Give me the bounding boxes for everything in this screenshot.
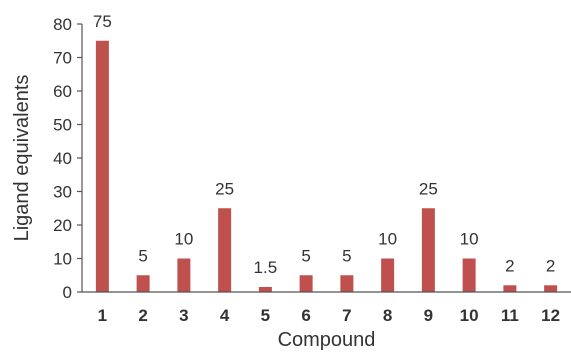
x-tick-label: 5 (261, 306, 270, 325)
data-label: 10 (460, 230, 479, 249)
data-labels: 75 5 10 25 1.5 5 5 10 25 10 2 2 (93, 12, 555, 277)
data-label: 10 (174, 230, 193, 249)
y-tick-label: 40 (53, 149, 72, 168)
bars (95, 40, 558, 292)
data-label: 2 (505, 256, 514, 275)
data-label: 75 (93, 12, 112, 31)
data-label: 1.5 (254, 258, 278, 277)
x-axis-label: Compound (278, 329, 376, 350)
y-tick-label: 0 (63, 283, 72, 302)
y-tick-label: 30 (53, 183, 72, 202)
bar (462, 258, 476, 292)
x-tick-label: 4 (220, 306, 230, 325)
x-tick-label: 9 (424, 306, 433, 325)
y-tick-label: 10 (53, 250, 72, 269)
bar (340, 275, 354, 292)
y-tick-label: 80 (53, 15, 72, 34)
bar (503, 285, 517, 292)
bar (421, 208, 435, 292)
data-label: 25 (419, 179, 438, 198)
x-tick-label: 2 (138, 306, 147, 325)
bar (218, 208, 232, 292)
x-tick-label: 7 (342, 306, 351, 325)
bar (544, 285, 558, 292)
data-label: 5 (342, 246, 351, 265)
y-axis-ticks: 0 10 20 30 40 50 60 70 80 (53, 15, 82, 302)
x-tick-label: 11 (501, 306, 519, 325)
data-label: 10 (378, 230, 397, 249)
data-label: 2 (546, 256, 555, 275)
y-tick-label: 20 (53, 216, 72, 235)
y-tick-label: 50 (53, 116, 72, 135)
bar (258, 286, 272, 292)
x-tick-label: 8 (383, 306, 392, 325)
x-tick-label: 10 (460, 306, 479, 325)
bar (177, 258, 191, 292)
bar (299, 275, 313, 292)
x-tick-label: 3 (179, 306, 188, 325)
y-axis-label: Ligand equivalents (11, 75, 33, 242)
bar (381, 258, 395, 292)
data-label: 5 (301, 246, 310, 265)
x-tick-label: 1 (98, 306, 107, 325)
bar (95, 40, 109, 292)
data-label: 5 (138, 246, 147, 265)
x-axis-ticks: 1 2 3 4 5 6 7 8 9 10 11 12 (98, 306, 560, 325)
y-tick-label: 60 (53, 82, 72, 101)
bar (136, 275, 150, 292)
data-label: 25 (215, 179, 234, 198)
y-tick-label: 70 (53, 49, 72, 68)
x-tick-label: 6 (301, 306, 310, 325)
x-tick-label: 12 (541, 306, 560, 325)
